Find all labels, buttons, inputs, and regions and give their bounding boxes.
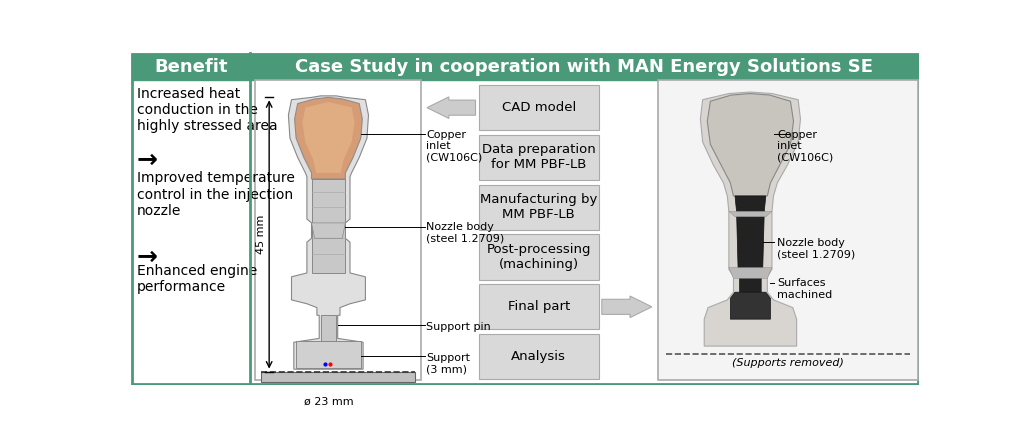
Polygon shape — [729, 211, 772, 217]
Text: Post-processing
(machining): Post-processing (machining) — [486, 243, 591, 271]
Polygon shape — [302, 102, 354, 173]
Text: Support
(3 mm): Support (3 mm) — [426, 353, 470, 375]
Polygon shape — [735, 196, 766, 292]
Bar — [132, 54, 250, 81]
Text: Copper
inlet
(CW106C): Copper inlet (CW106C) — [777, 130, 834, 163]
Bar — [479, 284, 599, 330]
Text: (Supports removed): (Supports removed) — [732, 359, 844, 368]
Text: Benefit: Benefit — [155, 58, 227, 76]
Text: Increased heat
conduction in the
highly stressed area: Increased heat conduction in the highly … — [137, 87, 278, 133]
Bar — [479, 135, 599, 180]
Text: →: → — [137, 148, 158, 172]
Text: Manufacturing by
MM PBF-LB: Manufacturing by MM PBF-LB — [480, 193, 597, 221]
Bar — [261, 372, 415, 382]
Text: ø 23 mm: ø 23 mm — [304, 397, 353, 407]
Polygon shape — [729, 268, 772, 278]
Text: CAD model: CAD model — [502, 101, 575, 114]
Text: Analysis: Analysis — [511, 350, 566, 363]
Text: Case Study in cooperation with MAN Energy Solutions SE: Case Study in cooperation with MAN Energ… — [295, 58, 872, 76]
Text: Improved temperature
control in the injection
nozzle: Improved temperature control in the inje… — [137, 171, 295, 218]
Polygon shape — [295, 97, 362, 179]
Polygon shape — [700, 92, 801, 346]
Polygon shape — [296, 341, 360, 368]
Bar — [479, 85, 599, 130]
Text: Data preparation
for MM PBF-LB: Data preparation for MM PBF-LB — [481, 143, 596, 171]
Text: Enhanced engine
performance: Enhanced engine performance — [137, 264, 257, 294]
Text: Surfaces
machined: Surfaces machined — [777, 278, 833, 300]
Polygon shape — [708, 94, 794, 196]
Bar — [255, 81, 421, 380]
Bar — [479, 334, 599, 379]
Text: 45 mm: 45 mm — [256, 215, 266, 254]
Bar — [658, 81, 918, 380]
Text: Nozzle body
(steel 1.2709): Nozzle body (steel 1.2709) — [777, 238, 856, 259]
Polygon shape — [730, 292, 770, 319]
Text: →: → — [137, 245, 158, 268]
Polygon shape — [427, 97, 475, 119]
Text: Final part: Final part — [508, 301, 569, 313]
Bar — [479, 184, 599, 230]
Polygon shape — [289, 96, 369, 369]
Polygon shape — [311, 223, 345, 238]
Bar — [479, 234, 599, 280]
Text: Support pin: Support pin — [426, 322, 490, 332]
Bar — [250, 54, 918, 81]
Text: Copper
inlet
(CW106C): Copper inlet (CW106C) — [426, 130, 482, 163]
Polygon shape — [602, 296, 652, 318]
Polygon shape — [311, 179, 345, 273]
Polygon shape — [321, 315, 336, 341]
Text: Nozzle body
(steel 1.2709): Nozzle body (steel 1.2709) — [426, 222, 505, 244]
